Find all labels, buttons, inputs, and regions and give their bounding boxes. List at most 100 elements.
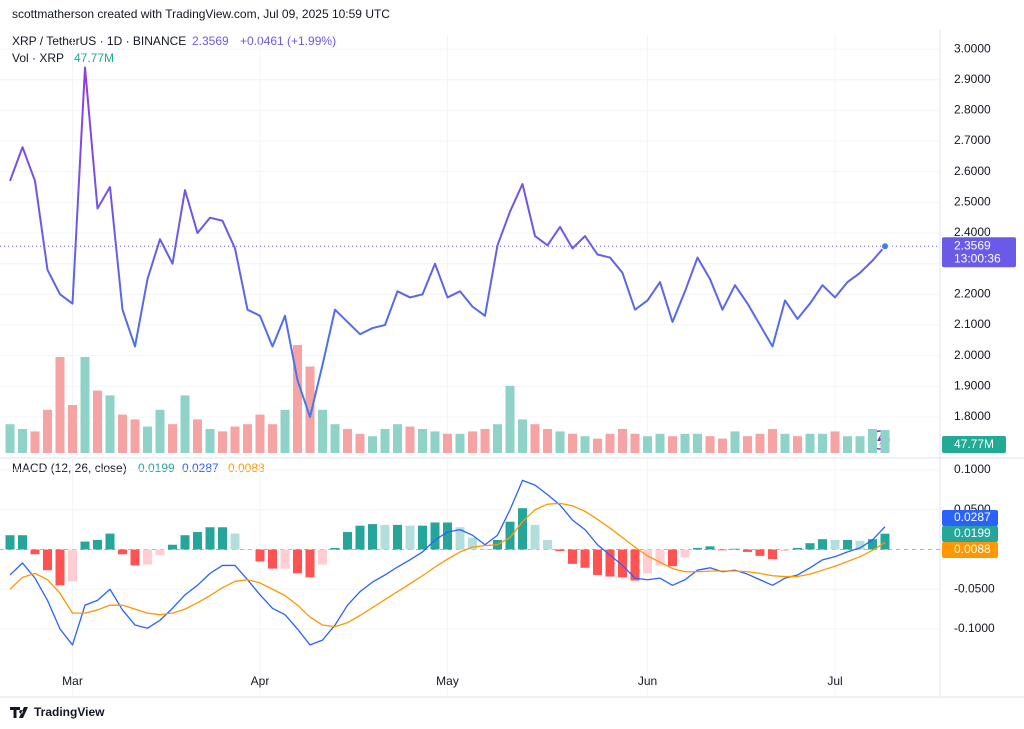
volume-bar	[530, 424, 540, 453]
volume-bar	[780, 433, 790, 453]
histogram-bar	[818, 539, 827, 550]
volume-title: Vol · XRP	[12, 51, 64, 65]
volume-bar	[80, 357, 90, 453]
price-label: 2.3569	[954, 238, 991, 252]
volume-bar	[168, 424, 177, 453]
volume-bar	[705, 436, 715, 453]
volume-bar	[368, 436, 377, 453]
volume-bar	[255, 414, 265, 453]
histogram-bar	[368, 524, 377, 550]
histogram-bar	[93, 539, 102, 550]
macd-label-box	[942, 526, 998, 542]
histogram-bar	[705, 546, 715, 550]
histogram-bar	[668, 549, 677, 567]
volume-bar	[143, 426, 152, 453]
symbol-title: XRP / TetherUS · 1D · BINANCE	[12, 34, 186, 48]
legend-signal: 0.0088	[228, 461, 265, 475]
y-tick-label: 3.0000	[954, 41, 991, 55]
histogram-bar	[555, 549, 565, 552]
histogram-bar	[830, 539, 840, 550]
volume-bar	[205, 429, 215, 453]
x-tick-label: Jun	[638, 674, 657, 688]
histogram-bar	[318, 549, 327, 565]
volume-bar	[718, 438, 727, 453]
macd-label: 0.0088	[954, 542, 991, 556]
macd-label: 0.0287	[954, 510, 991, 524]
volume-bar	[443, 433, 452, 453]
histogram-bar	[855, 540, 865, 550]
volume-bar	[5, 424, 15, 453]
volume-bar	[105, 395, 115, 453]
histogram-bar	[180, 535, 190, 550]
histogram-bar	[768, 549, 777, 560]
y-tick-label: 0.1000	[954, 462, 991, 476]
volume-bar	[318, 409, 327, 453]
histogram-bar	[518, 508, 527, 550]
y-tick-label: 1.9000	[954, 379, 991, 393]
y-tick-label: 2.5000	[954, 195, 991, 209]
histogram-bar	[293, 549, 302, 574]
volume-bar	[268, 424, 277, 453]
macd-label-box	[942, 510, 998, 526]
histogram-bar	[718, 549, 727, 551]
last-price-dot	[881, 242, 889, 251]
x-tick-label: Apr	[251, 674, 270, 688]
histogram-bar	[243, 549, 252, 551]
macd-title: MACD (12, 26, close)	[12, 461, 127, 475]
y-tick-label: 2.0000	[954, 348, 991, 362]
histogram-bar	[593, 549, 602, 575]
histogram-bar	[843, 539, 852, 550]
legend-volume: 47.77M	[74, 51, 114, 65]
price-line	[9, 66, 886, 418]
histogram-bar	[505, 521, 515, 550]
volume-label: 47.77M	[954, 437, 994, 451]
volume-bar	[430, 431, 440, 453]
volume-bar	[43, 409, 52, 453]
histogram-bar	[130, 549, 140, 566]
volume-bar	[55, 357, 65, 453]
histogram-bar	[205, 527, 215, 550]
histogram-bar	[580, 549, 590, 568]
volume-bar	[130, 419, 140, 453]
histogram-bar	[218, 527, 227, 550]
y-tick-label: 2.4000	[954, 225, 991, 239]
histogram-bar	[155, 549, 165, 556]
volume-bar	[830, 431, 840, 453]
volume-bar	[605, 433, 615, 453]
volume-bar	[755, 433, 765, 453]
histogram-bar	[418, 525, 427, 550]
histogram-bar	[230, 533, 240, 550]
volume-bar	[118, 414, 127, 453]
histogram-bar	[530, 524, 540, 550]
x-tick-label: May	[436, 674, 459, 688]
histogram-bar	[118, 549, 127, 555]
histogram-bar	[168, 544, 177, 550]
legend-macd: 0.0287	[182, 461, 219, 475]
histogram-bar	[443, 522, 452, 550]
volume-bar	[655, 433, 665, 453]
histogram-bar	[655, 549, 665, 566]
volume-bar	[555, 431, 565, 453]
histogram-bar	[793, 547, 802, 550]
volume-bar	[355, 433, 365, 453]
volume-bar	[30, 431, 40, 453]
brand: TradingView	[34, 705, 105, 719]
volume-bar	[743, 436, 752, 453]
histogram-bar	[143, 549, 152, 565]
volume-bar	[405, 426, 415, 453]
histogram-bar	[30, 549, 40, 555]
volume-bar	[293, 345, 302, 453]
volume-bar	[843, 436, 852, 453]
volume-bar	[330, 424, 340, 453]
volume-bar	[493, 424, 502, 453]
signal-line	[9, 502, 886, 628]
volume-bar	[580, 436, 590, 453]
y-tick-label: -0.1000	[954, 621, 995, 635]
macd-label: 0.0199	[954, 526, 991, 540]
volume-bar	[343, 429, 352, 453]
volume-bar	[643, 436, 652, 453]
y-tick-label: 1.8000	[954, 409, 991, 423]
histogram-bar	[380, 524, 390, 550]
volume-bar	[880, 430, 890, 453]
